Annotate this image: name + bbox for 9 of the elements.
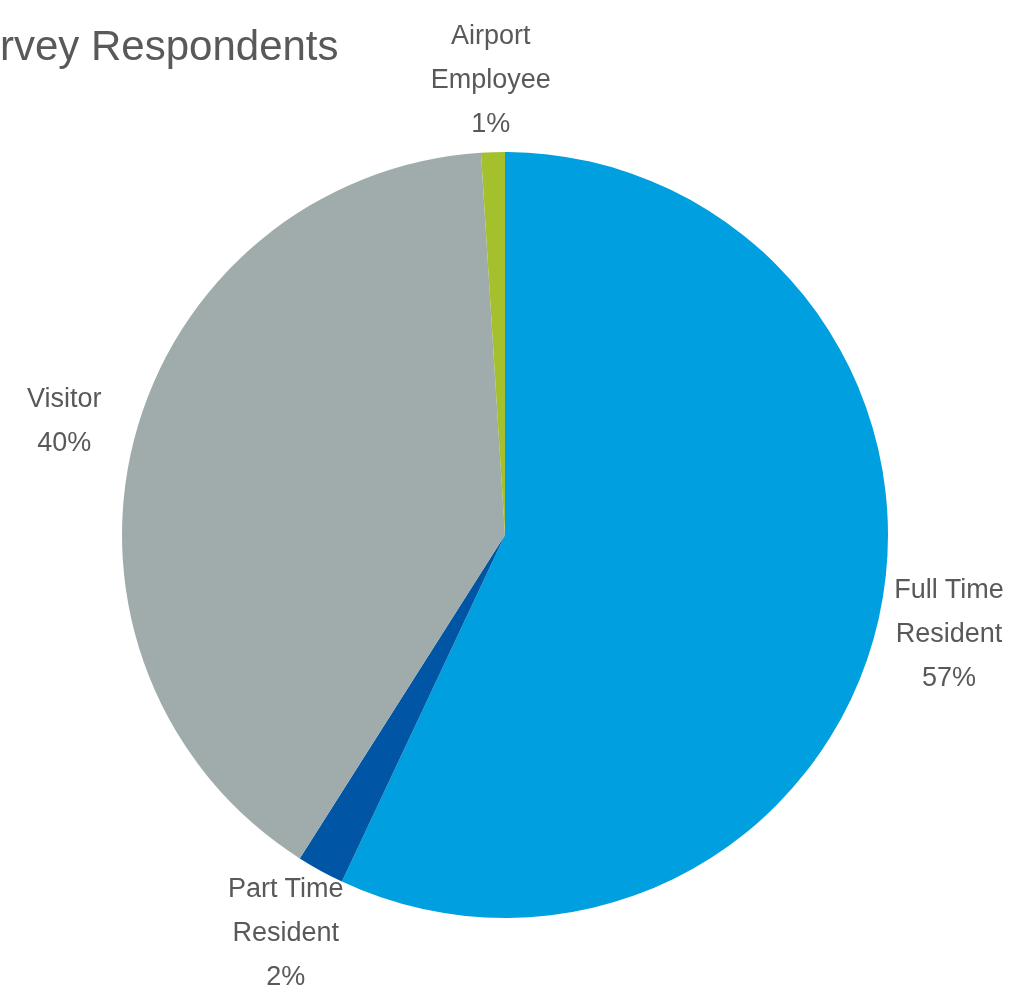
slice-label: Full Time Resident: [894, 573, 1004, 648]
data-label: 40%: [37, 427, 92, 458]
slice-label: Visitor: [27, 383, 102, 414]
chart-title: rvey Respondents: [0, 22, 339, 70]
data-label: 2%: [266, 961, 306, 992]
data-label: 1%: [471, 107, 511, 138]
slice-label: Airport Employee: [430, 19, 551, 94]
slice-label: Part Time Resident: [228, 873, 344, 948]
data-label: 57%: [922, 661, 977, 692]
